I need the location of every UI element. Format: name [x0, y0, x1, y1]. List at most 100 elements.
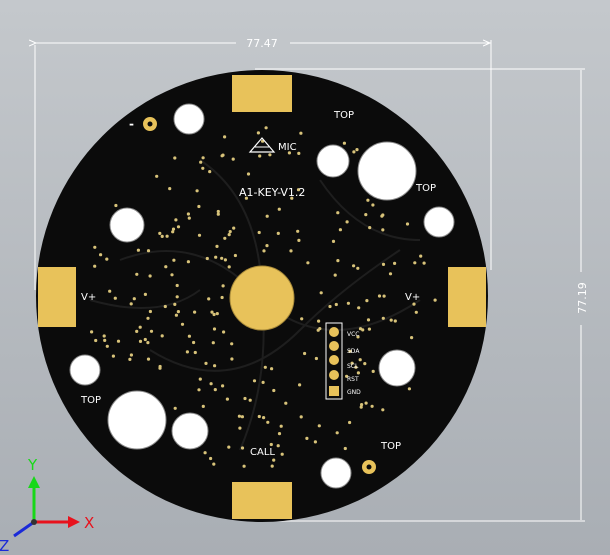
via: [160, 334, 164, 338]
via: [246, 172, 251, 176]
via: [389, 318, 393, 322]
vplus-right-label: V+: [405, 292, 420, 303]
via: [208, 170, 212, 174]
via: [185, 350, 189, 354]
via: [370, 404, 374, 408]
via: [174, 218, 178, 222]
via: [265, 244, 269, 248]
via: [135, 272, 139, 276]
via: [263, 365, 267, 369]
via: [356, 371, 360, 375]
via: [148, 309, 152, 314]
via: [238, 426, 242, 430]
via: [268, 153, 272, 157]
via: [365, 299, 369, 303]
via: [180, 322, 185, 326]
via: [319, 291, 323, 295]
via: [197, 233, 202, 237]
mic-label: MIC: [278, 142, 297, 153]
via: [348, 349, 352, 353]
via: [227, 233, 231, 237]
via: [227, 265, 231, 269]
height-dimension: 77.19: [255, 68, 589, 522]
via: [205, 256, 209, 261]
via: [352, 150, 356, 154]
via: [279, 424, 283, 428]
via: [336, 211, 340, 215]
via: [231, 157, 235, 161]
via: [345, 220, 349, 224]
via: [381, 213, 385, 217]
via: [360, 403, 364, 407]
via: [276, 444, 280, 448]
via: [143, 292, 147, 296]
via: [163, 304, 167, 309]
via: [102, 334, 106, 338]
via: [172, 258, 176, 262]
via: [105, 344, 109, 348]
via: [111, 354, 115, 358]
via: [354, 365, 358, 369]
via: [366, 318, 371, 322]
via: [290, 196, 294, 200]
via: [297, 238, 301, 242]
via: [364, 213, 368, 217]
via: [160, 234, 164, 238]
via: [210, 310, 214, 314]
via: [419, 254, 423, 258]
via: [265, 214, 269, 218]
via: [213, 364, 217, 368]
via: [171, 227, 176, 231]
width-dimension: 77.47: [35, 37, 492, 290]
via: [277, 432, 282, 436]
via: [287, 151, 291, 155]
pad-right: [448, 267, 486, 327]
via: [363, 362, 367, 366]
via: [299, 415, 303, 419]
via: [358, 358, 362, 362]
via: [297, 151, 301, 155]
via: [240, 446, 245, 450]
via: [348, 420, 352, 425]
header-connector: [325, 322, 343, 400]
pin-sda-label: SDA: [347, 348, 360, 355]
via: [233, 253, 237, 258]
via: [129, 302, 133, 306]
via: [299, 131, 303, 135]
call-label: CALL: [250, 447, 275, 458]
top-label-2: TOP: [415, 183, 436, 194]
via: [158, 364, 162, 369]
via: [138, 325, 142, 329]
via: [237, 414, 241, 418]
via: [215, 244, 219, 248]
via: [99, 253, 103, 257]
via: [214, 255, 218, 259]
via: [338, 228, 342, 232]
via: [313, 440, 317, 444]
via: [193, 350, 197, 355]
pcb-board[interactable]: VCC SDA SCL RST GND TOP TOP TOP TOP MIC …: [36, 70, 488, 522]
via: [186, 260, 190, 264]
via: [146, 316, 150, 320]
via: [220, 295, 224, 300]
via: [358, 327, 363, 331]
via: [215, 312, 219, 316]
via: [209, 456, 213, 461]
via: [422, 261, 426, 265]
via: [220, 256, 224, 260]
top-label-4: TOP: [380, 441, 401, 452]
via: [306, 261, 310, 265]
via: [232, 226, 236, 230]
via: [356, 266, 360, 270]
via: [222, 330, 226, 334]
via: [227, 445, 231, 449]
mounting-holes: [69, 103, 455, 489]
via: [388, 272, 393, 276]
via: [198, 377, 202, 381]
via: [371, 369, 375, 373]
via: [414, 310, 418, 314]
height-dimension-label: 77.19: [576, 282, 589, 314]
via: [204, 361, 208, 365]
